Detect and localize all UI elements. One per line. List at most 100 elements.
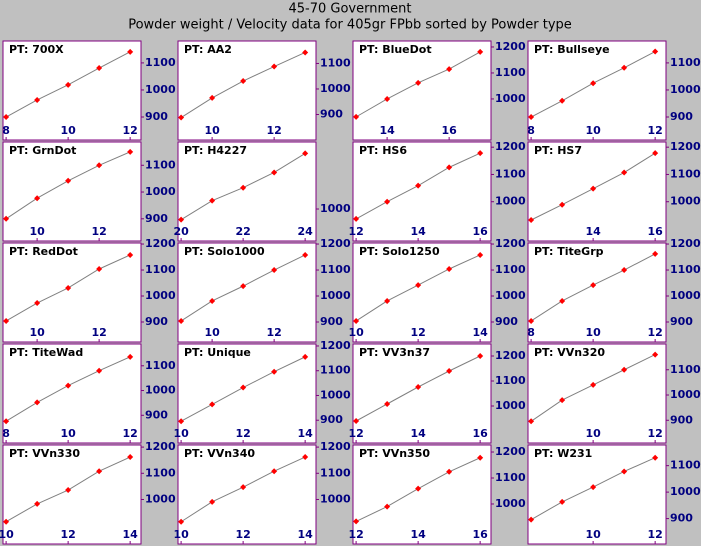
y-tick-label: 900: [145, 212, 168, 225]
data-point: [127, 251, 134, 258]
y-tick-label: 900: [670, 512, 693, 525]
panel-title: PT: Unique: [184, 346, 251, 359]
data-point: [240, 78, 247, 85]
plot-area: [527, 444, 667, 545]
y-tick-label: 1000: [670, 83, 701, 96]
data-point: [559, 97, 566, 104]
x-tick-label: 12: [91, 225, 106, 238]
y-tick-label: 1200: [495, 445, 526, 458]
panel-title: PT: Solo1250: [359, 245, 440, 258]
data-point: [621, 267, 628, 274]
data-point: [96, 265, 103, 272]
y-tick-label: 1000: [670, 388, 701, 401]
data-point: [3, 215, 10, 222]
data-point: [271, 63, 278, 70]
panel-title: PT: Solo1000: [184, 245, 265, 258]
x-tick-label: 12: [348, 427, 363, 440]
y-tick-label: 900: [670, 315, 693, 328]
y-tick-label: 1100: [495, 167, 526, 180]
data-point: [384, 401, 391, 407]
x-tick-label: 14: [410, 528, 426, 541]
y-tick-label: 1100: [495, 263, 526, 276]
x-tick-label: 16: [647, 225, 663, 238]
data-point: [415, 79, 422, 86]
x-tick-label: 14: [379, 124, 395, 137]
x-tick-label: 10: [29, 326, 45, 339]
x-tick-label: 10: [204, 326, 220, 339]
data-point: [127, 454, 134, 461]
y-tick-label: 1100: [145, 359, 176, 372]
panel-title: PT: H4227: [184, 144, 247, 157]
data-point: [34, 300, 41, 307]
data-point: [271, 267, 278, 274]
y-tick-label: 1100: [145, 56, 176, 69]
data-point: [96, 367, 103, 374]
data-point: [477, 353, 484, 359]
y-tick-label: 1000: [320, 289, 351, 302]
data-point: [178, 216, 185, 223]
data-point: [3, 418, 10, 425]
data-point: [240, 484, 247, 491]
y-tick-label: 1100: [320, 263, 351, 276]
y-tick-label: 900: [320, 107, 343, 120]
data-point: [127, 48, 134, 55]
x-tick-label: 14: [122, 528, 138, 541]
y-tick-label: 1100: [320, 364, 351, 377]
data-point: [528, 418, 535, 425]
data-point: [652, 250, 659, 257]
panel-title: PT: HS7: [534, 144, 582, 157]
x-tick-label: 8: [527, 326, 535, 339]
data-point: [559, 397, 566, 404]
data-point: [240, 384, 247, 391]
panel-title: PT: BlueDot: [359, 43, 432, 56]
data-point: [65, 487, 72, 494]
x-tick-label: 10: [348, 326, 364, 339]
data-point: [178, 114, 185, 121]
x-tick-label: 12: [60, 528, 75, 541]
data-point: [446, 468, 453, 475]
x-tick-label: 20: [173, 225, 189, 238]
x-tick-label: 12: [647, 427, 662, 440]
y-tick-label: 1100: [670, 459, 701, 472]
panel-title: PT: RedDot: [9, 245, 78, 258]
data-point: [34, 399, 41, 406]
y-tick-label: 1000: [145, 185, 176, 198]
plot-area: [352, 444, 492, 545]
data-point: [652, 48, 659, 55]
x-tick-label: 10: [204, 124, 220, 137]
data-point: [302, 150, 309, 157]
data-point: [353, 113, 360, 120]
data-point: [621, 468, 628, 475]
data-point: [415, 384, 422, 390]
data-point: [621, 366, 628, 373]
data-point: [302, 251, 309, 258]
y-tick-label: 1100: [145, 263, 176, 276]
data-point: [384, 95, 391, 102]
plot-area: [177, 343, 317, 444]
panel-title: PT: GrnDot: [9, 144, 76, 157]
y-tick-label: 1100: [145, 158, 176, 171]
data-point: [415, 485, 422, 492]
y-tick-label: 1100: [670, 56, 701, 69]
data-point: [127, 148, 134, 155]
y-tick-label: 1200: [145, 237, 176, 250]
data-point: [271, 169, 278, 176]
data-point: [528, 317, 535, 324]
x-tick-label: 10: [585, 326, 601, 339]
panel-title: PT: 700X: [9, 43, 64, 56]
plot-area: [177, 242, 317, 343]
y-tick-label: 1100: [320, 466, 351, 479]
data-point: [415, 182, 422, 189]
x-tick-label: 12: [235, 528, 250, 541]
y-tick-label: 1100: [320, 56, 351, 69]
panel-title: PT: TiteGrp: [534, 245, 604, 258]
data-point: [446, 66, 453, 73]
y-tick-label: 1200: [670, 140, 701, 153]
y-tick-label: 1100: [145, 466, 176, 479]
data-point: [590, 80, 597, 87]
plot-area: [352, 343, 492, 444]
x-tick-label: 12: [122, 124, 137, 137]
data-point: [302, 49, 309, 56]
y-tick-label: 1200: [320, 237, 351, 250]
data-point: [34, 195, 41, 202]
